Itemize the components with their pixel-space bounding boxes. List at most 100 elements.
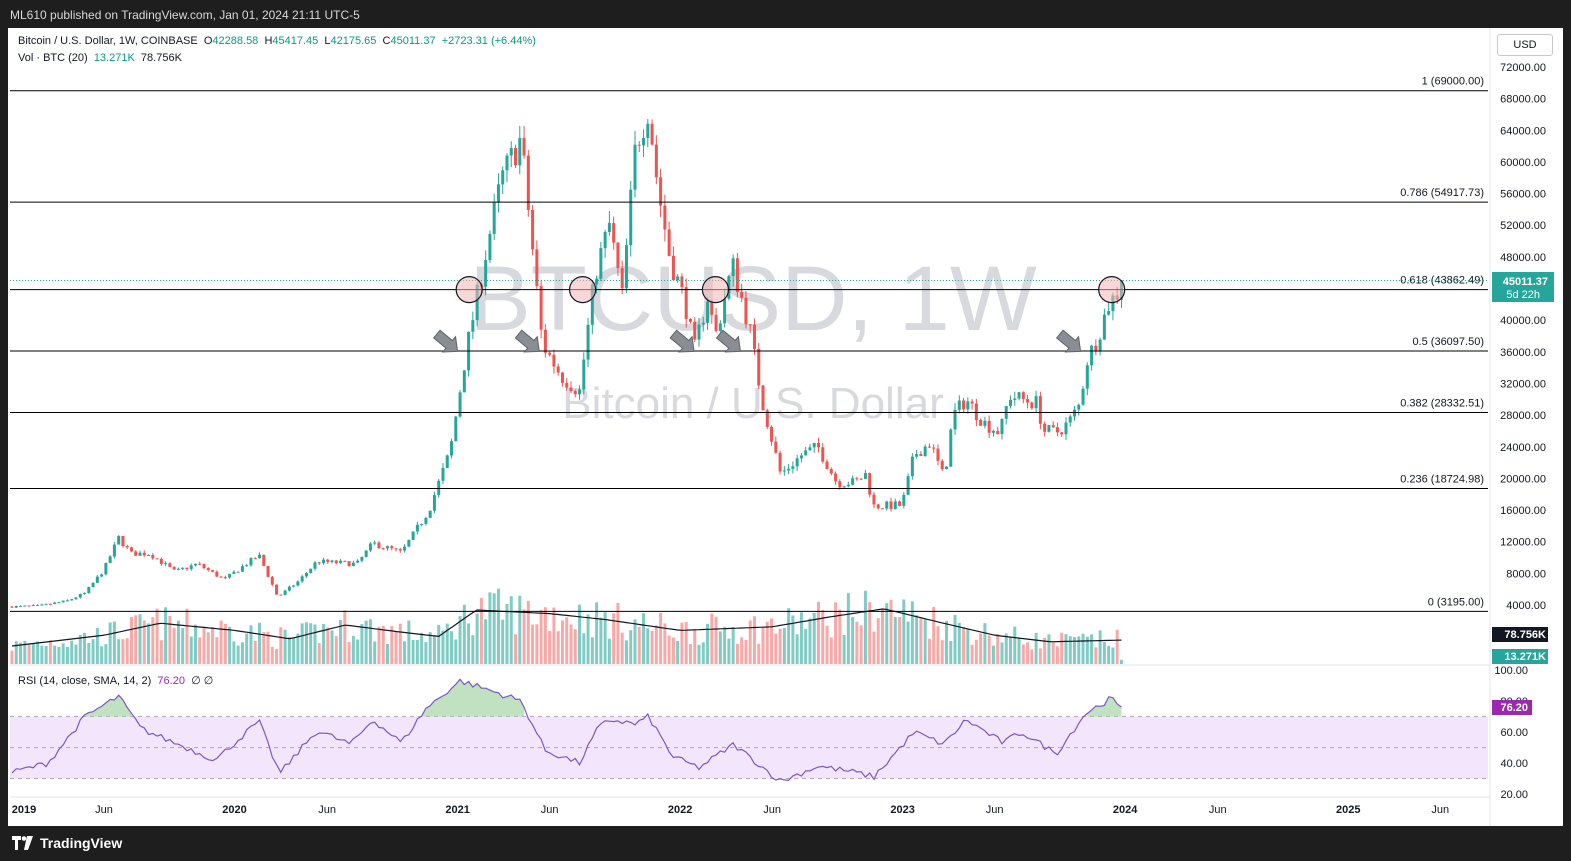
- rsi-label[interactable]: RSI (14, close, SMA, 14, 2): [18, 675, 152, 687]
- volume-bar: [765, 621, 769, 664]
- candle-body: [343, 560, 347, 562]
- volume-bar: [834, 602, 838, 664]
- volume-bar: [880, 608, 884, 664]
- candle-body: [219, 576, 223, 578]
- volume-bar: [1102, 642, 1106, 664]
- candle-body: [629, 189, 633, 246]
- volume-bar: [479, 597, 483, 664]
- candle-body: [1111, 295, 1115, 312]
- fib-label: 0.618 (43862.49): [1400, 275, 1484, 287]
- rsi-badge: 76.20: [1492, 700, 1532, 715]
- volume-bar: [991, 645, 995, 664]
- volume-label[interactable]: Vol · BTC (20): [18, 52, 88, 64]
- candle-body: [164, 563, 168, 565]
- candle-body: [270, 576, 274, 585]
- volume-bar: [701, 642, 705, 664]
- price-tick-label: 40000.00: [1500, 315, 1546, 327]
- candle-body: [821, 447, 825, 462]
- volume-bar: [249, 625, 253, 664]
- candle-body: [61, 600, 65, 603]
- candle-body: [556, 366, 560, 373]
- volume-bar: [945, 621, 948, 664]
- open-value: 42288.58: [212, 35, 259, 47]
- volume-bar: [219, 620, 223, 664]
- time-tick-label: 2025: [1336, 804, 1360, 816]
- candle-body: [752, 324, 756, 349]
- candle-body: [232, 571, 236, 574]
- volume-bar: [1085, 636, 1089, 664]
- chart-frame: [8, 28, 1563, 826]
- low-label: L: [324, 35, 331, 47]
- price-tick-label: 12000.00: [1500, 537, 1546, 549]
- candle-body: [808, 447, 812, 451]
- annotation-arrow-icon: [432, 329, 459, 353]
- candle-body: [548, 352, 552, 355]
- candle-body: [1077, 404, 1081, 410]
- volume-bar: [535, 624, 539, 664]
- volume-bar: [496, 588, 500, 664]
- volume-bar: [1055, 646, 1059, 664]
- volume-bar: [650, 630, 654, 664]
- candle-body: [514, 148, 518, 166]
- candle-body: [996, 430, 1000, 435]
- candle-body: [262, 554, 266, 566]
- volume-bar: [710, 613, 714, 664]
- candle-body: [799, 455, 803, 459]
- price-tick-label: 48000.00: [1500, 252, 1546, 264]
- volume-bar: [27, 644, 31, 664]
- volume-bar: [876, 618, 880, 664]
- volume-bar: [450, 631, 454, 664]
- currency-button[interactable]: USD: [1497, 34, 1553, 56]
- tradingview-logo[interactable]: TradingView: [12, 835, 122, 851]
- volume-bar: [676, 641, 680, 664]
- volume-bar: [957, 622, 961, 664]
- volume-bar: [322, 624, 325, 664]
- candle-body: [91, 582, 95, 588]
- volume-bar: [599, 617, 603, 664]
- candle-body: [368, 543, 372, 551]
- volume-bar: [283, 629, 287, 664]
- volume-bar: [923, 618, 927, 664]
- volume-bar: [326, 627, 330, 664]
- volume-bar: [782, 627, 786, 664]
- volume-bar: [403, 641, 407, 664]
- volume-bar: [1026, 642, 1030, 664]
- candle-body: [906, 476, 910, 495]
- volume-bar: [377, 626, 381, 664]
- publisher-text: ML610 published on TradingView.com, Jan …: [10, 8, 360, 22]
- symbol-name[interactable]: Bitcoin / U.S. Dollar, 1W, COINBASE: [18, 35, 198, 47]
- volume-bar: [889, 599, 893, 664]
- candle-body: [151, 554, 155, 559]
- candle-body: [189, 565, 193, 569]
- volume-bar: [373, 641, 377, 664]
- fib-label: 1 (69000.00): [1422, 76, 1484, 88]
- candle-body: [236, 571, 240, 573]
- tradingview-icon: [12, 836, 33, 850]
- candle-body: [386, 546, 390, 549]
- candle-body: [475, 284, 479, 321]
- volume-bar: [257, 622, 261, 664]
- candle-body: [522, 138, 526, 156]
- candle-body: [740, 292, 744, 298]
- volume-bar: [804, 628, 808, 664]
- fib-retracement[interactable]: 1 (69000.00) 0.786 (54917.73) 0.618 (43862…: [10, 76, 1488, 612]
- candle-body: [74, 597, 78, 600]
- volume-bar: [330, 630, 334, 664]
- annotation-arrow-icon: [514, 329, 540, 353]
- candle-body: [1034, 396, 1038, 409]
- candle-body: [326, 559, 330, 562]
- candle-body: [373, 542, 377, 544]
- candle-body: [330, 560, 334, 562]
- candle-body: [53, 602, 57, 605]
- price-axis[interactable]: 72000.00 68000.00 64000.00 60000.00 56000.00…: [1494, 62, 1546, 801]
- time-axis[interactable]: 2019 Jun 2020 Jun 2021 Jun 2022 Jun 2023 Jun 2024 J…: [12, 804, 1449, 816]
- rsi-overbought-fill: [1087, 696, 1122, 717]
- volume-bar: [1107, 646, 1111, 664]
- candle-body: [23, 605, 27, 607]
- candle-body: [471, 320, 475, 332]
- volume-bar: [117, 639, 121, 664]
- candle-body: [1021, 392, 1025, 400]
- candle-body: [680, 276, 684, 288]
- volume-bar: [838, 609, 842, 664]
